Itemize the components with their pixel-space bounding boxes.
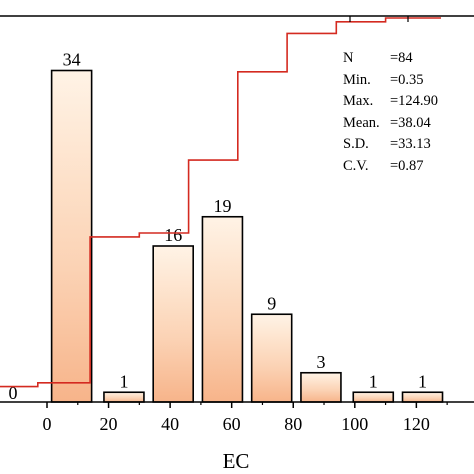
bar-count-label: 9	[267, 293, 276, 313]
cumulative-frequency-line	[0, 17, 441, 388]
bar-count-label: 16	[164, 225, 182, 245]
histogram-bar	[352, 391, 395, 403]
stat-key: Mean.	[343, 114, 380, 131]
stat-row-n: N =84	[343, 48, 438, 70]
x-tick-label: 40	[161, 414, 179, 434]
summary-statistics: N =84 Min. =0.35 Max. =124.90 Mean. =38.04 S…	[343, 48, 438, 177]
x-tick-label: 120	[403, 414, 430, 434]
x-tick-label: 60	[223, 414, 241, 434]
bar-count-label: 1	[369, 371, 378, 391]
stat-row-mean: Mean. =38.04	[343, 113, 438, 135]
bar-count-label: 3	[316, 352, 325, 372]
histogram-bar	[250, 313, 293, 403]
x-tick-label: 0	[43, 414, 52, 434]
histogram-bar	[401, 391, 444, 403]
x-axis-label: EC	[223, 449, 250, 473]
histogram-bar	[103, 391, 145, 403]
stat-row-min: Min. =0.35	[343, 70, 438, 92]
x-tick-label: 80	[284, 414, 302, 434]
histogram-bar	[152, 245, 194, 403]
stat-key: N	[343, 50, 354, 66]
x-tick-label: 100	[341, 414, 368, 434]
zero-count-label: 0	[9, 383, 18, 403]
stat-value: =38.04	[390, 114, 431, 131]
stat-value: =0.87	[390, 157, 424, 174]
bar-count-label: 34	[63, 50, 81, 70]
bar-count-label: 1	[119, 371, 128, 391]
bar-count-label: 1	[418, 371, 427, 391]
stat-key: S.D.	[343, 136, 369, 152]
stat-row-cv: C.V. =0.87	[343, 156, 438, 178]
stat-value: =124.90	[390, 93, 439, 109]
stat-value: =33.13	[390, 136, 431, 152]
stat-value: =0.35	[390, 71, 424, 88]
stat-key: Min.	[343, 71, 371, 88]
stat-key: C.V.	[343, 157, 369, 174]
bar-count-label: 19	[213, 196, 231, 216]
stat-row-sd: S.D. =33.13	[343, 134, 438, 156]
histogram-bar	[300, 371, 342, 403]
histogram-bar	[201, 215, 244, 403]
stat-row-max: Max. =124.90	[343, 91, 438, 113]
x-tick-label: 20	[100, 414, 118, 434]
stat-value: =84	[390, 50, 413, 66]
histogram-bar	[50, 69, 93, 403]
stat-key: Max.	[343, 93, 374, 109]
